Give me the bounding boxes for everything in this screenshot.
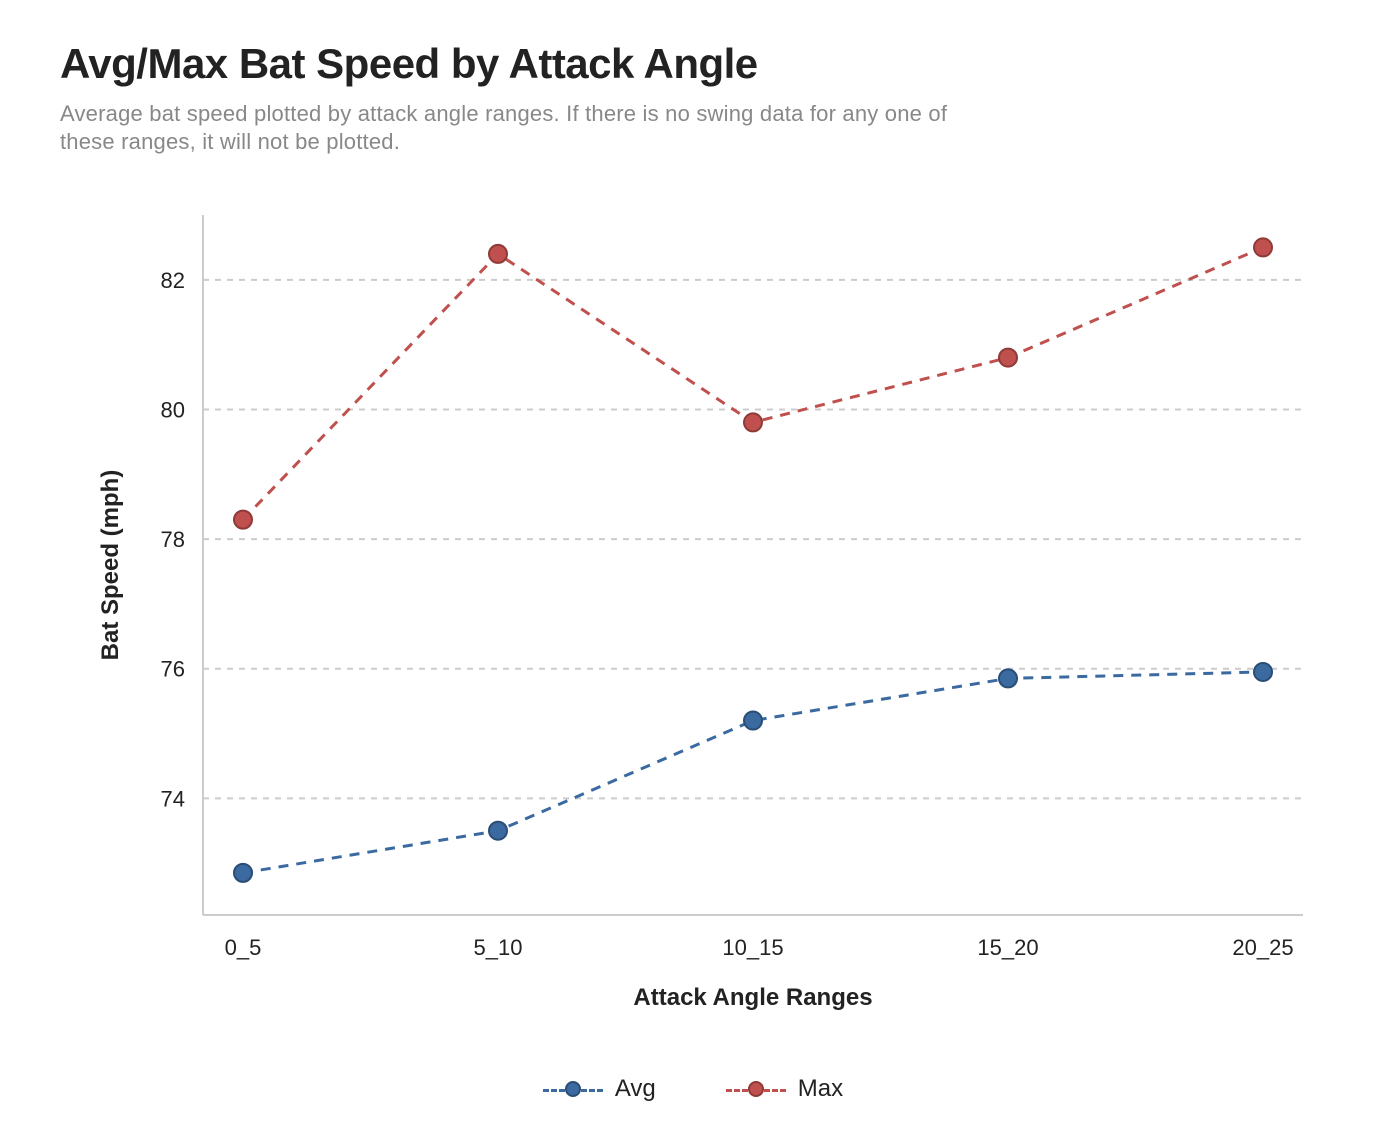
series-line-avg [243, 672, 1263, 873]
y-tick-label: 78 [161, 527, 185, 552]
x-tick-label: 5_10 [474, 935, 523, 960]
chart-subtitle: Average bat speed plotted by attack angl… [60, 100, 960, 155]
data-point-max [234, 511, 252, 529]
data-point-avg [999, 669, 1017, 687]
legend-label: Max [798, 1075, 843, 1103]
data-point-avg [489, 822, 507, 840]
data-point-avg [744, 712, 762, 730]
x-tick-label: 15_20 [977, 935, 1038, 960]
y-tick-label: 74 [161, 786, 185, 811]
legend-label: Avg [615, 1075, 656, 1103]
y-tick-label: 82 [161, 268, 185, 293]
data-point-max [744, 413, 762, 431]
data-point-avg [234, 864, 252, 882]
x-tick-label: 20_25 [1232, 935, 1293, 960]
legend-item-avg: Avg [543, 1075, 656, 1103]
data-point-max [999, 349, 1017, 367]
y-tick-label: 80 [161, 397, 185, 422]
chart-title: Avg/Max Bat Speed by Attack Angle [60, 40, 1326, 88]
x-tick-label: 0_5 [225, 935, 262, 960]
y-tick-label: 76 [161, 657, 185, 682]
legend-item-max: Max [726, 1075, 843, 1103]
data-point-max [1254, 238, 1272, 256]
legend-swatch [543, 1079, 603, 1099]
data-point-avg [1254, 663, 1272, 681]
data-point-max [489, 245, 507, 263]
x-axis-label: Attack Angle Ranges [633, 984, 872, 1011]
legend-swatch [726, 1079, 786, 1099]
page-container: Avg/Max Bat Speed by Attack Angle Averag… [0, 0, 1386, 1146]
x-tick-label: 10_15 [722, 935, 783, 960]
line-chart: 74 76 78 80 82 0_5 5_10 10_15 15_20 20_25 Attack A… [63, 195, 1323, 1055]
series-line-max [243, 247, 1263, 519]
chart-legend: Avg Max [543, 1075, 843, 1103]
y-axis-label: Bat Speed (mph) [97, 470, 124, 661]
chart-wrap: 74 76 78 80 82 0_5 5_10 10_15 15_20 20_25 Attack A… [60, 195, 1326, 1126]
